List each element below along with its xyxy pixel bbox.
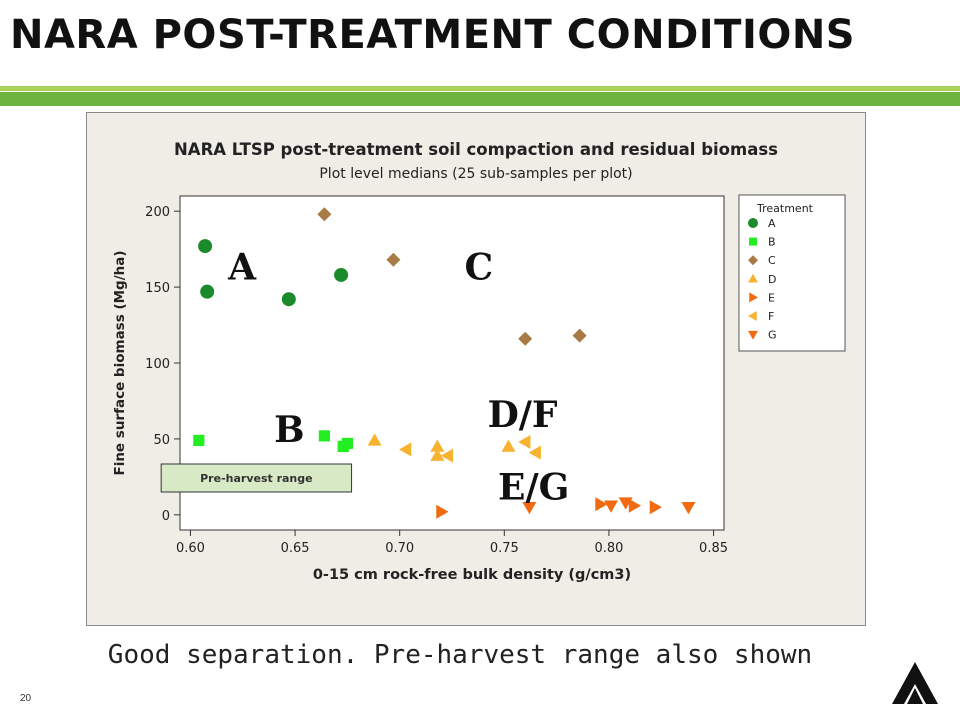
data-point-e (595, 497, 608, 512)
accent-bar-light (0, 86, 960, 91)
x-tick-label: 0.65 (281, 541, 310, 556)
data-point-a (200, 284, 215, 299)
legend-marker-c (748, 255, 758, 266)
legend-label-f: F (768, 310, 774, 323)
x-tick-label: 0.80 (594, 541, 623, 556)
y-axis-label: Fine surface biomass (Mg/ha) (112, 250, 128, 475)
x-tick-label: 0.60 (176, 541, 205, 556)
data-point-g (604, 500, 619, 513)
annotation-label: E/G (498, 467, 569, 509)
data-point-a (198, 239, 213, 254)
data-point-c (317, 207, 332, 222)
annotation-label: B (274, 409, 304, 451)
y-tick-label: 200 (145, 205, 170, 220)
legend-label-d: D (768, 273, 776, 286)
data-point-b (318, 430, 330, 442)
legend-marker-e (749, 292, 758, 303)
legend-title: Treatment (756, 202, 814, 215)
x-axis-label: 0-15 cm rock-free bulk density (g/cm3) (313, 567, 631, 583)
legend-marker-a (748, 218, 758, 228)
y-tick-label: 0 (162, 509, 170, 524)
annotation-label: D/F (488, 394, 558, 436)
legend-marker-f (748, 311, 757, 321)
data-point-b (193, 434, 205, 447)
accent-bar-dark (0, 92, 960, 106)
x-tick-label: 0.70 (385, 541, 414, 556)
data-point-e (436, 504, 449, 519)
data-point-d (430, 448, 445, 461)
data-point-e (649, 500, 662, 515)
data-point-f (398, 442, 412, 457)
chart-title: NARA LTSP post-treatment soil compaction… (174, 140, 778, 159)
chart-subtitle: Plot level medians (25 sub-samples per p… (319, 166, 632, 182)
data-point-a (334, 267, 349, 282)
legend-label-g: G (768, 329, 777, 342)
annotation-label: C (465, 247, 494, 289)
legend-label-e: E (768, 291, 775, 304)
triangle-a-logo-icon (892, 662, 938, 704)
data-point-d (367, 433, 382, 446)
chart-panel: NARA LTSP post-treatment soil compaction… (86, 112, 866, 626)
data-point-c (572, 328, 587, 343)
slide-title: NARA POST-TREATMENT CONDITIONS (10, 12, 856, 58)
legend-marker-g (748, 330, 758, 340)
annotation-label: A (227, 247, 257, 289)
page-number: 20 (20, 693, 32, 704)
legend-marker-d (748, 273, 758, 283)
data-point-a (281, 292, 296, 307)
data-point-c (518, 331, 533, 346)
data-point-e (628, 498, 642, 513)
slide-caption: Good separation. Pre-harvest range also … (107, 640, 813, 670)
data-point-g (681, 501, 696, 515)
x-tick-label: 0.85 (699, 541, 728, 556)
data-point-b (341, 437, 353, 450)
x-tick-label: 0.75 (490, 541, 519, 556)
pre-harvest-range-band (160, 463, 353, 493)
data-point-g (618, 497, 633, 510)
y-tick-label: 150 (145, 281, 170, 296)
legend-label-c: C (768, 254, 776, 267)
data-point-d (501, 439, 516, 452)
y-tick-label: 50 (153, 433, 170, 448)
data-point-f (440, 448, 454, 463)
pre-harvest-range-label: Pre-harvest range (200, 472, 312, 485)
legend-box (738, 194, 846, 352)
data-point-c (386, 252, 401, 267)
data-point-g (522, 501, 537, 515)
legend-label-a: A (768, 217, 776, 230)
legend-marker-b (749, 237, 757, 246)
data-point-f (528, 445, 541, 460)
data-point-f (518, 434, 531, 449)
data-point-d (430, 439, 445, 452)
legend-label-b: B (768, 236, 776, 249)
y-tick-label: 100 (145, 357, 170, 372)
scatter-chart: NARA LTSP post-treatment soil compaction… (112, 140, 846, 583)
